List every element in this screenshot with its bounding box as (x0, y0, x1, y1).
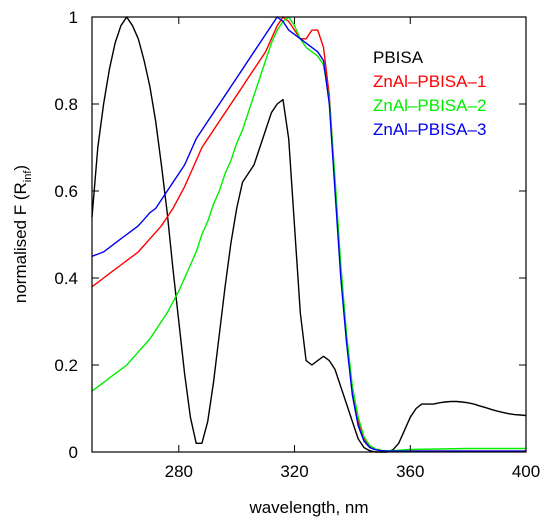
legend-entry-4: ZnAl–PBISA–3 (373, 120, 486, 139)
y-tick-label: 0.6 (54, 182, 78, 201)
y-tick-label: 0.4 (54, 269, 78, 288)
x-tick-label: 320 (280, 462, 308, 481)
y-axis-label-close: ) (11, 165, 30, 171)
x-tick-label: 400 (512, 462, 540, 481)
legend-entry-2: ZnAl–PBISA–1 (373, 72, 486, 91)
y-axis-label-main: normalised F (R (11, 182, 30, 303)
legend-entry-3: ZnAl–PBISA–2 (373, 96, 486, 115)
legend-entry-1: PBISA (373, 48, 424, 67)
x-tick-label: 280 (165, 462, 193, 481)
y-tick-label: 1 (69, 8, 78, 27)
x-axis-label: wavelength, nm (248, 498, 368, 517)
x-tick-label: 360 (396, 462, 424, 481)
y-tick-label: 0.8 (54, 95, 78, 114)
y-tick-label: 0 (69, 443, 78, 462)
y-tick-label: 0.2 (54, 356, 78, 375)
